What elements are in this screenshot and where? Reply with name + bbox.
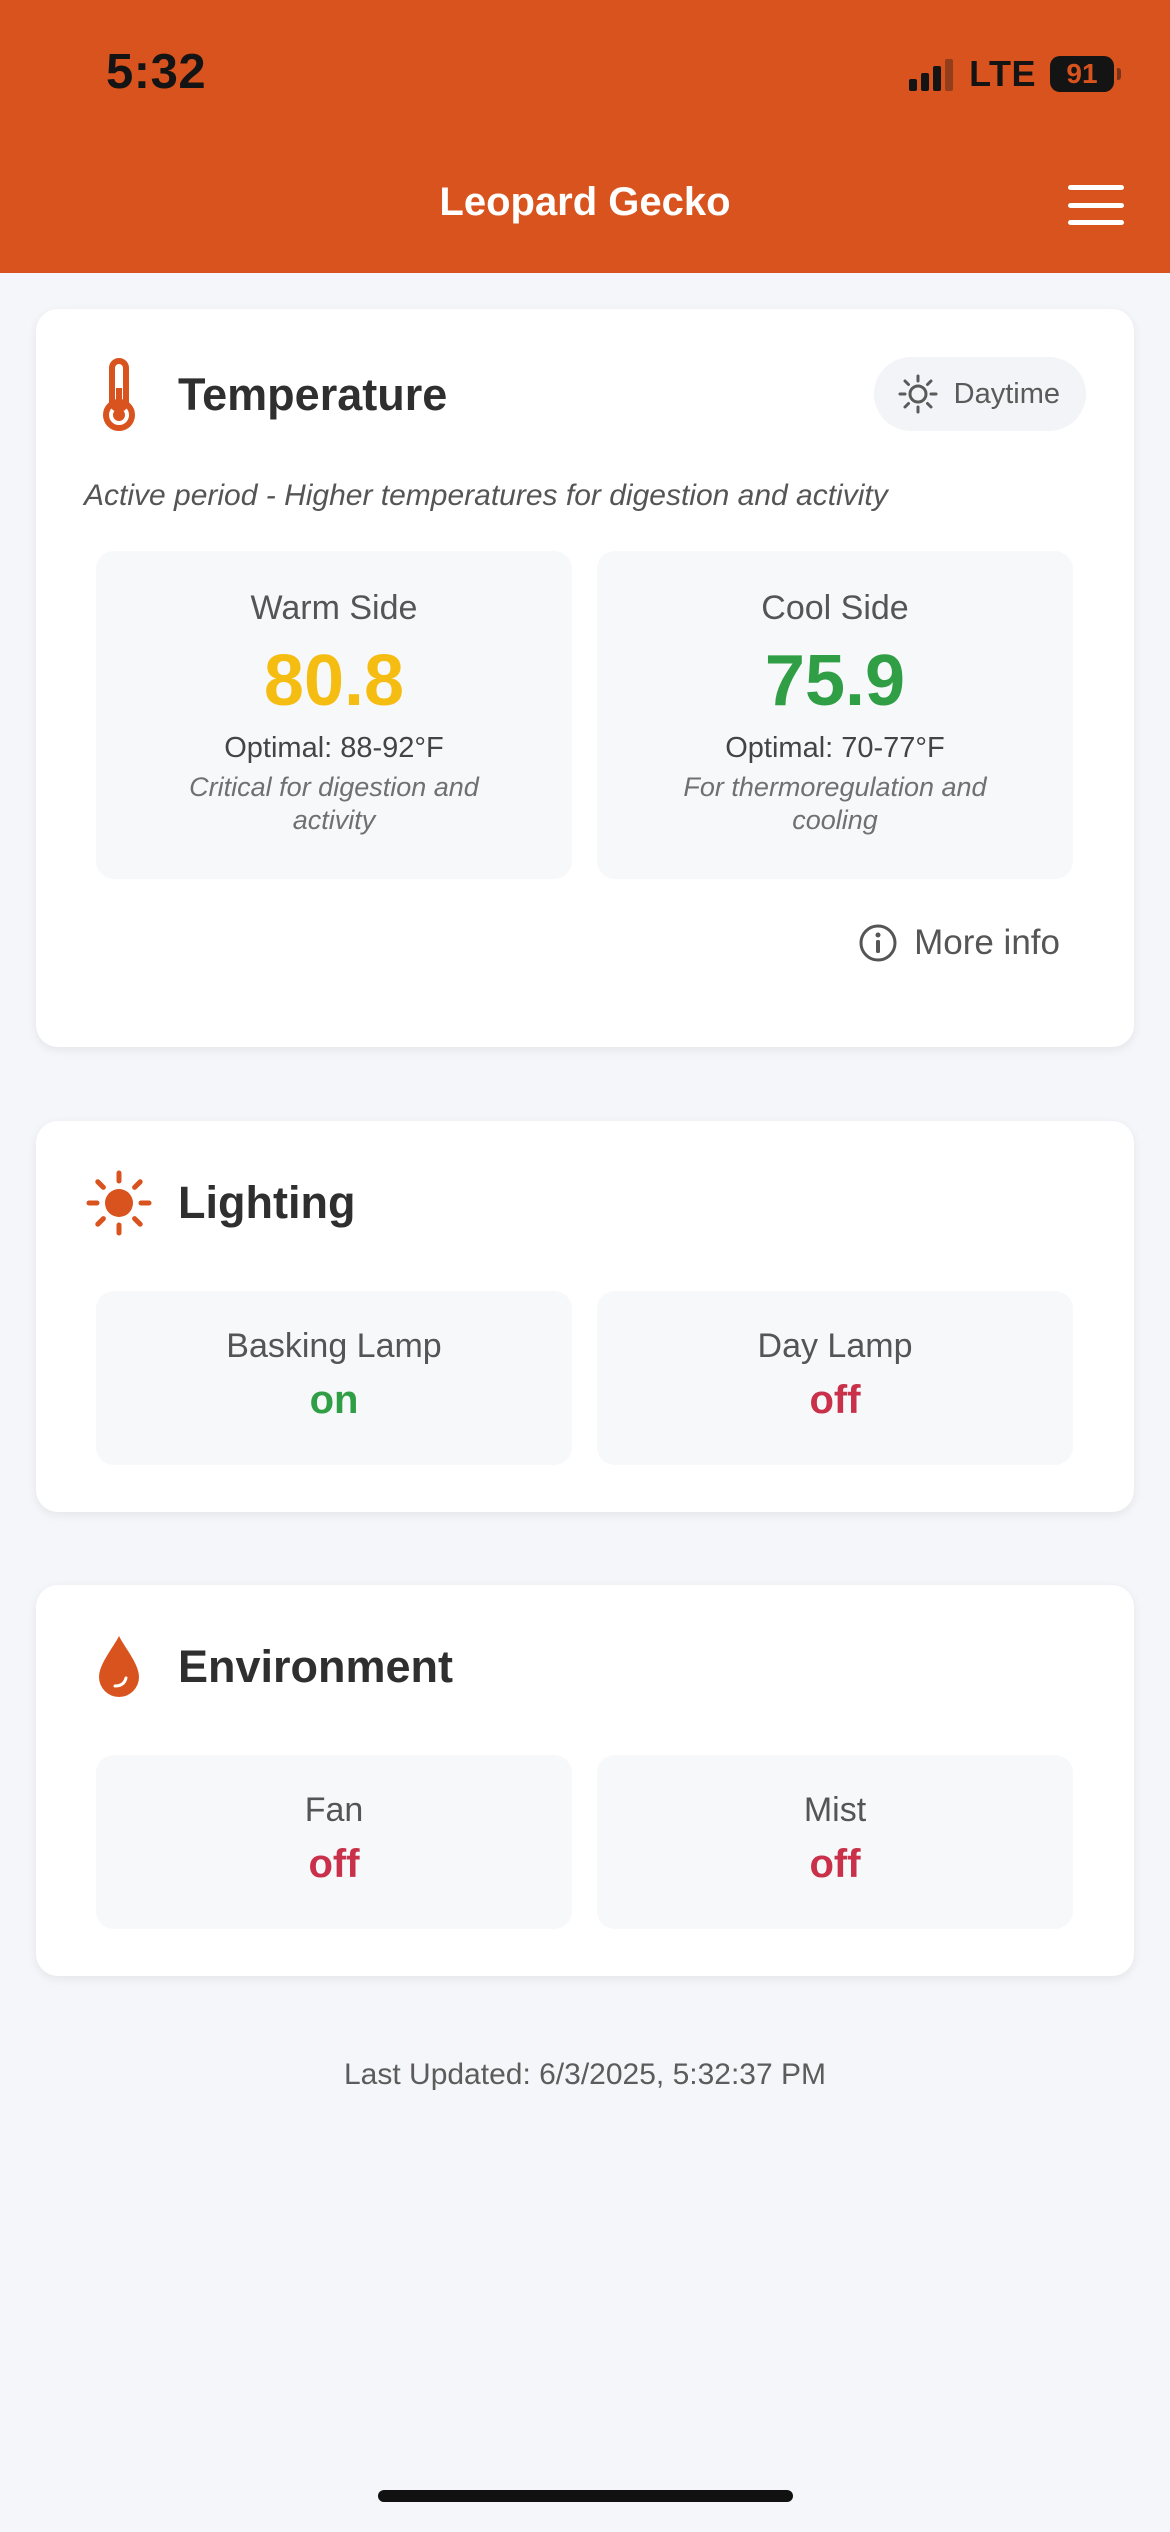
day-lamp-state: off <box>809 1378 861 1422</box>
temperature-title: Temperature <box>178 369 448 420</box>
warm-side-value: 80.8 <box>263 641 405 721</box>
lighting-title: Lighting <box>178 1177 356 1228</box>
day-lamp-label: Day Lamp <box>757 1327 913 1365</box>
more-info-label: More info <box>914 923 1060 962</box>
cool-side-optimal: Optimal: 70-77°F <box>725 732 945 764</box>
warm-side-note: Critical for digestion and activity <box>189 772 479 835</box>
sun-icon <box>84 1165 154 1241</box>
warm-side-label: Warm Side <box>250 589 418 627</box>
mist-tile: Mist off <box>597 1755 1073 1929</box>
temperature-card: Temperature Daytime Active period - High… <box>36 309 1134 1047</box>
cool-side-label: Cool Side <box>761 589 909 627</box>
network-type: LTE <box>969 53 1036 94</box>
warm-side-optimal: Optimal: 88-92°F <box>224 732 444 764</box>
period-toggle[interactable]: Daytime <box>873 357 1086 431</box>
environment-title: Environment <box>178 1641 454 1692</box>
temperature-description: Active period - Higher temperatures for … <box>84 479 888 512</box>
mist-label: Mist <box>803 1791 867 1829</box>
mist-state: off <box>809 1842 861 1886</box>
day-lamp-tile: Day Lamp off <box>597 1291 1073 1465</box>
fan-state: off <box>308 1842 360 1886</box>
water-drop-icon <box>84 1629 154 1705</box>
lighting-card-header: Lighting <box>84 1165 355 1241</box>
battery-icon: 91 <box>1050 56 1121 92</box>
period-label: Daytime <box>953 377 1060 410</box>
hamburger-menu-icon[interactable] <box>1068 185 1124 225</box>
thermometer-icon <box>84 357 154 433</box>
basking-lamp-state: on <box>309 1378 359 1422</box>
status-indicators: LTE 91 <box>909 52 1121 96</box>
page-title: Leopard Gecko <box>439 180 731 224</box>
environment-card: Environment Fan off Mist off <box>36 1585 1134 1976</box>
warm-side-tile: Warm Side 80.8 Optimal: 88-92°F Critical… <box>96 551 572 879</box>
basking-lamp-label: Basking Lamp <box>226 1327 442 1365</box>
cellular-signal-icon <box>909 57 957 91</box>
cool-side-value: 75.9 <box>764 641 906 721</box>
environment-card-header: Environment <box>84 1629 453 1705</box>
sun-outline-icon <box>898 374 938 414</box>
app-header: 5:32 LTE 91 Leopard Gecko <box>0 0 1170 273</box>
info-icon <box>859 924 897 962</box>
fan-tile: Fan off <box>96 1755 572 1929</box>
more-info-button[interactable]: More info <box>858 923 1060 963</box>
status-time: 5:32 <box>106 45 207 99</box>
cool-side-tile: Cool Side 75.9 Optimal: 70-77°F For ther… <box>597 551 1073 879</box>
cool-side-note: For thermoregulation and cooling <box>683 772 987 835</box>
fan-label: Fan <box>304 1791 364 1829</box>
lighting-card: Lighting Basking Lamp on Day Lamp off <box>36 1121 1134 1512</box>
basking-lamp-tile: Basking Lamp on <box>96 1291 572 1465</box>
battery-level: 91 <box>1066 58 1098 89</box>
last-updated-text: Last Updated: 6/3/2025, 5:32:37 PM <box>343 2058 826 2091</box>
temperature-card-header: Temperature <box>84 357 447 433</box>
home-indicator[interactable] <box>378 2490 793 2502</box>
